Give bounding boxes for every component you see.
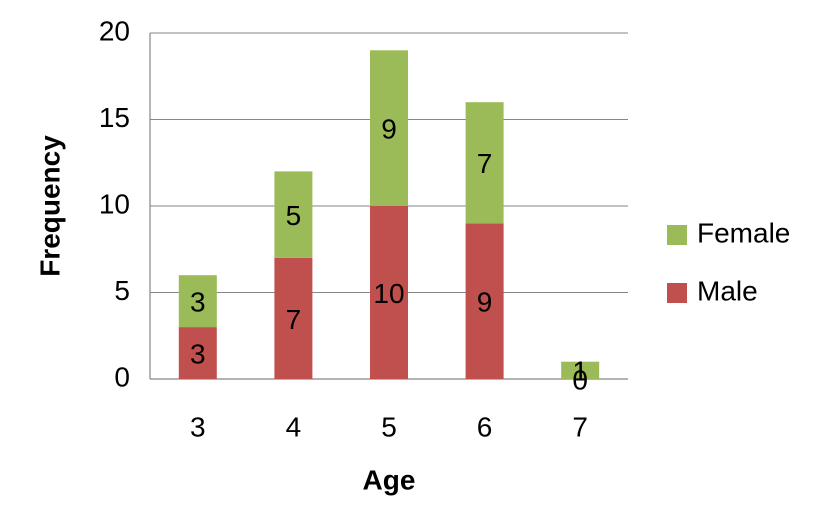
x-tick-label: 3 bbox=[190, 411, 206, 442]
bar-segment bbox=[370, 206, 408, 379]
data-label: 3 bbox=[190, 338, 206, 369]
data-label: 1 bbox=[572, 356, 588, 387]
legend-label: Female bbox=[697, 217, 790, 248]
data-label: 3 bbox=[190, 287, 206, 318]
y-tick-label: 0 bbox=[114, 361, 130, 392]
bar-segment bbox=[274, 257, 313, 379]
bar-segment bbox=[178, 327, 217, 379]
x-axis-title: Age bbox=[363, 464, 416, 495]
data-label: 10 bbox=[373, 278, 404, 309]
x-tick-label: 7 bbox=[572, 411, 588, 442]
bar-segment bbox=[561, 361, 600, 379]
y-tick-label: 20 bbox=[99, 15, 130, 46]
bar-segment bbox=[370, 50, 408, 206]
bar-segment bbox=[465, 223, 504, 379]
data-label: 7 bbox=[286, 304, 302, 335]
x-tick-label: 5 bbox=[381, 411, 397, 442]
bar-segment bbox=[465, 102, 504, 224]
data-label: 0 bbox=[572, 364, 588, 395]
x-tick-label: 6 bbox=[477, 411, 493, 442]
data-label: 9 bbox=[381, 114, 397, 145]
y-tick-label: 5 bbox=[114, 275, 130, 306]
y-tick-label: 10 bbox=[99, 188, 130, 219]
legend-swatch bbox=[667, 283, 687, 303]
legend-label: Male bbox=[697, 275, 758, 306]
data-label: 5 bbox=[286, 200, 302, 231]
y-axis-title: Frequency bbox=[34, 135, 65, 277]
data-label: 7 bbox=[477, 148, 493, 179]
bar-segment bbox=[274, 171, 313, 258]
x-tick-label: 4 bbox=[286, 411, 302, 442]
legend-swatch bbox=[667, 225, 687, 245]
data-label: 9 bbox=[477, 287, 493, 318]
y-tick-label: 15 bbox=[99, 102, 130, 133]
bar-segment bbox=[178, 275, 217, 328]
